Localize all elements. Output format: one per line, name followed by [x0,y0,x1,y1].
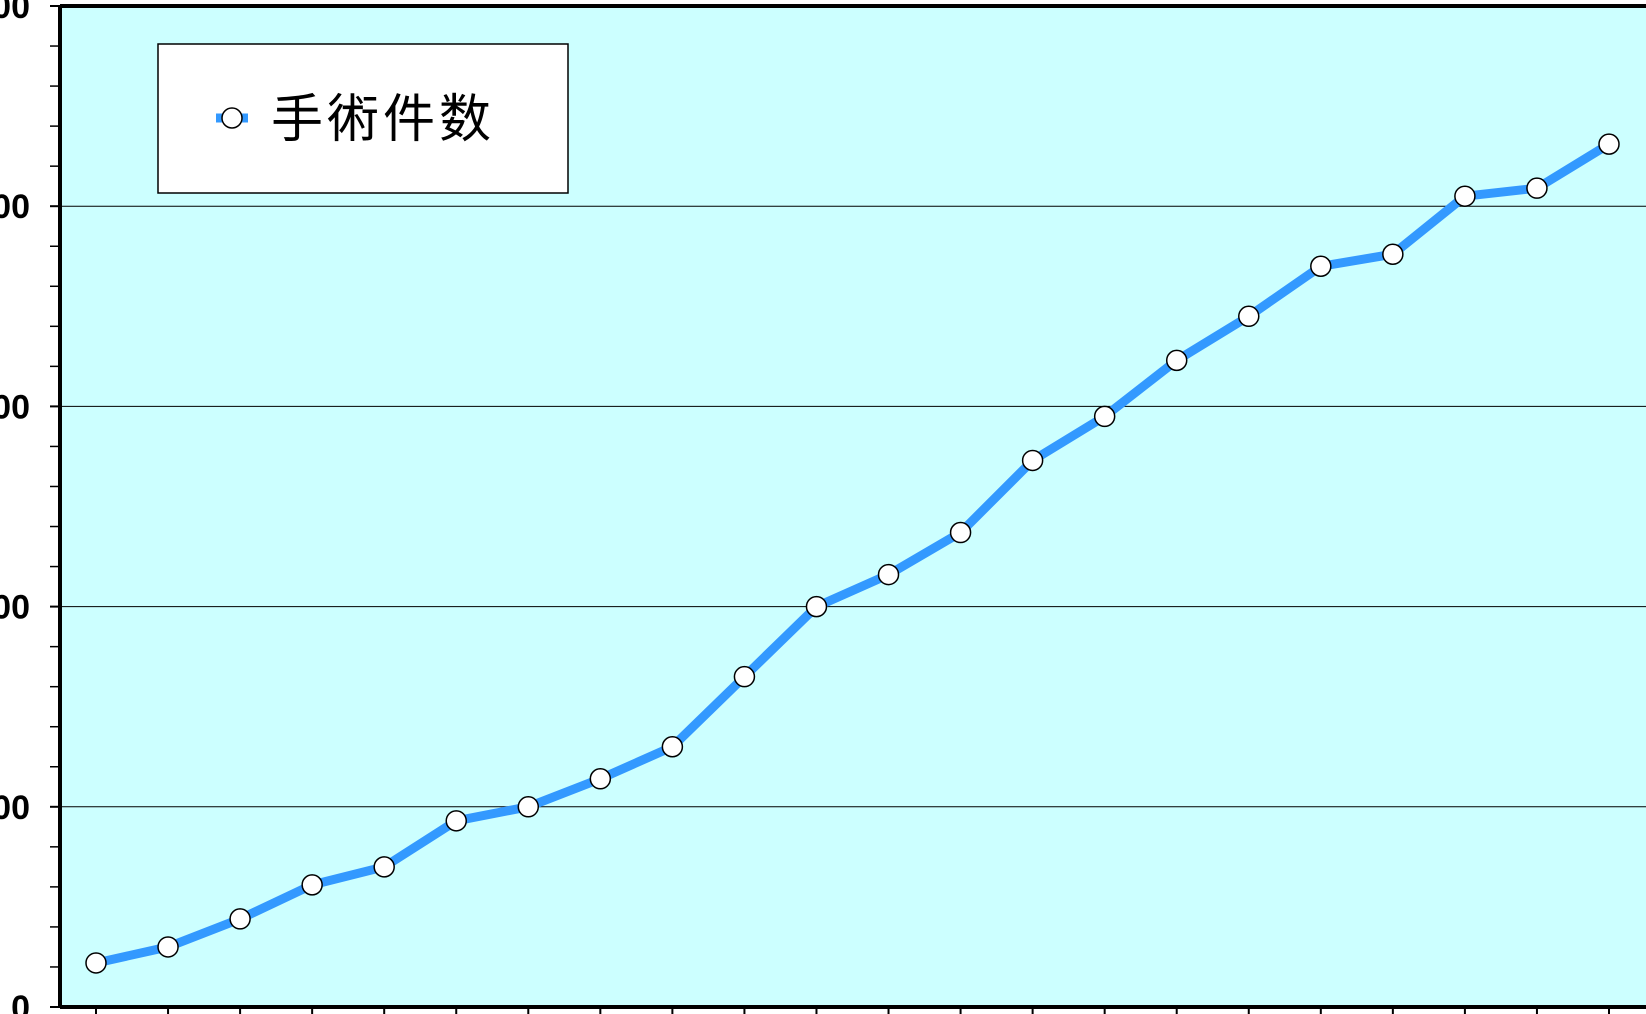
data-point [229,908,251,930]
data-point [589,768,612,790]
data-point [85,952,107,974]
data-point [445,810,467,832]
data-point [517,796,540,818]
x-axis [60,1005,1646,1014]
data-point [733,665,756,688]
y-tick-label: 0 [11,989,30,1014]
data-point [301,874,323,896]
data-point [1382,243,1404,265]
data-point [1310,255,1332,278]
data-point [1093,405,1116,428]
data-point [1021,449,1044,472]
data-point [373,856,395,878]
y-tick-label: 2500 [0,0,30,26]
gridlines [60,205,1646,808]
data-point [805,595,828,618]
data-point [661,735,684,758]
legend-marker-icon [221,107,243,129]
y-tick-label: 1000 [0,589,30,627]
data-points [85,133,1620,974]
data-point [949,521,972,544]
data-point [1598,133,1620,155]
data-point [1165,349,1188,372]
y-tick-label: 2000 [0,188,30,226]
data-point [157,936,179,958]
series-line [95,140,1612,968]
legend-label: 手術件数 [271,90,495,150]
data-point [1238,305,1260,328]
data-point [877,563,900,586]
legend: 手術件数 [157,43,569,194]
data-point [1454,185,1476,207]
y-tick-label: 1500 [0,388,30,426]
y-tick-label: 500 [0,789,30,827]
data-point [1526,177,1548,199]
